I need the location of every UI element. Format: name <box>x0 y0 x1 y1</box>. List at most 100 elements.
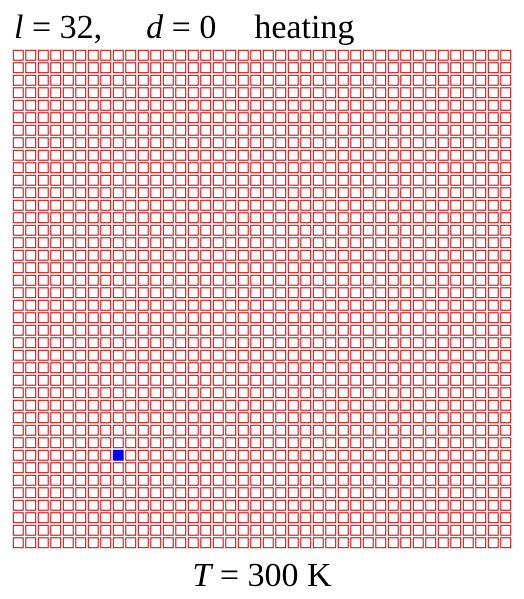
lattice-cell <box>487 312 499 324</box>
lattice-cell <box>150 162 162 174</box>
lattice-cell <box>350 212 362 224</box>
lattice-cell <box>112 474 124 486</box>
lattice-cell <box>162 237 174 249</box>
lattice-cell <box>37 274 49 286</box>
lattice-cell <box>475 487 487 499</box>
lattice-cell <box>300 149 312 161</box>
lattice-cell <box>462 462 474 474</box>
lattice-cell <box>237 49 249 61</box>
lattice-cell <box>187 49 199 61</box>
lattice-cell <box>212 462 224 474</box>
lattice-cell <box>187 162 199 174</box>
lattice-cell <box>362 537 374 549</box>
lattice-cell <box>450 74 462 86</box>
lattice-cell <box>12 199 24 211</box>
lattice-cell <box>150 99 162 111</box>
lattice-cell <box>62 274 74 286</box>
lattice-cell <box>37 49 49 61</box>
lattice-cell <box>50 474 62 486</box>
lattice-cell <box>312 99 324 111</box>
lattice-cell <box>12 212 24 224</box>
lattice-cell <box>125 74 137 86</box>
lattice-cell <box>187 199 199 211</box>
lattice-cell <box>362 424 374 436</box>
lattice-cell <box>187 287 199 299</box>
lattice-cell <box>225 312 237 324</box>
lattice-cell <box>137 337 149 349</box>
lattice-cell <box>62 374 74 386</box>
lattice-cell <box>287 374 299 386</box>
lattice-cell <box>112 49 124 61</box>
lattice-cell <box>375 162 387 174</box>
lattice-cell <box>12 437 24 449</box>
lattice-cell <box>237 437 249 449</box>
lattice-cell <box>300 249 312 261</box>
lattice-cell <box>400 137 412 149</box>
lattice-cell <box>375 187 387 199</box>
lattice-cell <box>462 499 474 511</box>
lattice-cell <box>250 187 262 199</box>
lattice-cell <box>12 74 24 86</box>
lattice-cell <box>475 387 487 399</box>
lattice-cell <box>462 512 474 524</box>
lattice-cell <box>262 499 274 511</box>
lattice-cell <box>425 162 437 174</box>
lattice-cell <box>500 299 512 311</box>
lattice-cell <box>325 162 337 174</box>
d-symbol: d <box>146 9 164 46</box>
lattice-cell <box>350 374 362 386</box>
lattice-cell <box>287 124 299 136</box>
lattice-cell <box>175 137 187 149</box>
lattice-cell <box>62 487 74 499</box>
lattice-cell <box>387 362 399 374</box>
lattice-cell <box>62 512 74 524</box>
lattice-cell <box>487 374 499 386</box>
lattice-cell <box>462 87 474 99</box>
lattice-cell <box>50 449 62 461</box>
lattice-cell <box>275 212 287 224</box>
lattice-cell <box>387 224 399 236</box>
lattice-cell <box>25 499 37 511</box>
lattice-cell <box>237 424 249 436</box>
lattice-cell <box>75 462 87 474</box>
lattice-cell <box>312 299 324 311</box>
lattice-cell <box>137 287 149 299</box>
lattice-cell <box>487 424 499 436</box>
lattice-cell <box>275 124 287 136</box>
lattice-cell <box>87 87 99 99</box>
lattice-cell <box>362 224 374 236</box>
lattice-cell <box>175 524 187 536</box>
lattice-cell <box>450 337 462 349</box>
lattice-cell <box>162 137 174 149</box>
lattice-cell <box>475 449 487 461</box>
lattice-cell <box>125 249 137 261</box>
lattice-cell <box>87 174 99 186</box>
lattice-cell <box>437 349 449 361</box>
lattice-cell <box>137 112 149 124</box>
lattice-cell <box>362 299 374 311</box>
lattice-cell <box>325 537 337 549</box>
lattice-cell <box>375 512 387 524</box>
lattice-cell <box>187 449 199 461</box>
lattice-cell <box>325 362 337 374</box>
lattice-cell <box>487 274 499 286</box>
lattice-cell <box>450 462 462 474</box>
lattice-cell <box>62 399 74 411</box>
lattice-cell <box>225 324 237 336</box>
lattice-cell <box>375 174 387 186</box>
lattice-cell <box>100 312 112 324</box>
lattice-cell <box>87 524 99 536</box>
lattice-cell <box>12 337 24 349</box>
lattice-cell <box>75 424 87 436</box>
lattice-cell <box>150 74 162 86</box>
lattice-cell <box>187 174 199 186</box>
lattice-cell <box>312 212 324 224</box>
lattice-cell <box>350 474 362 486</box>
lattice-cell <box>337 499 349 511</box>
lattice-cell <box>450 162 462 174</box>
lattice-cell <box>425 324 437 336</box>
lattice-cell <box>150 274 162 286</box>
lattice-cell <box>487 474 499 486</box>
lattice-cell <box>75 237 87 249</box>
lattice-cell <box>150 499 162 511</box>
